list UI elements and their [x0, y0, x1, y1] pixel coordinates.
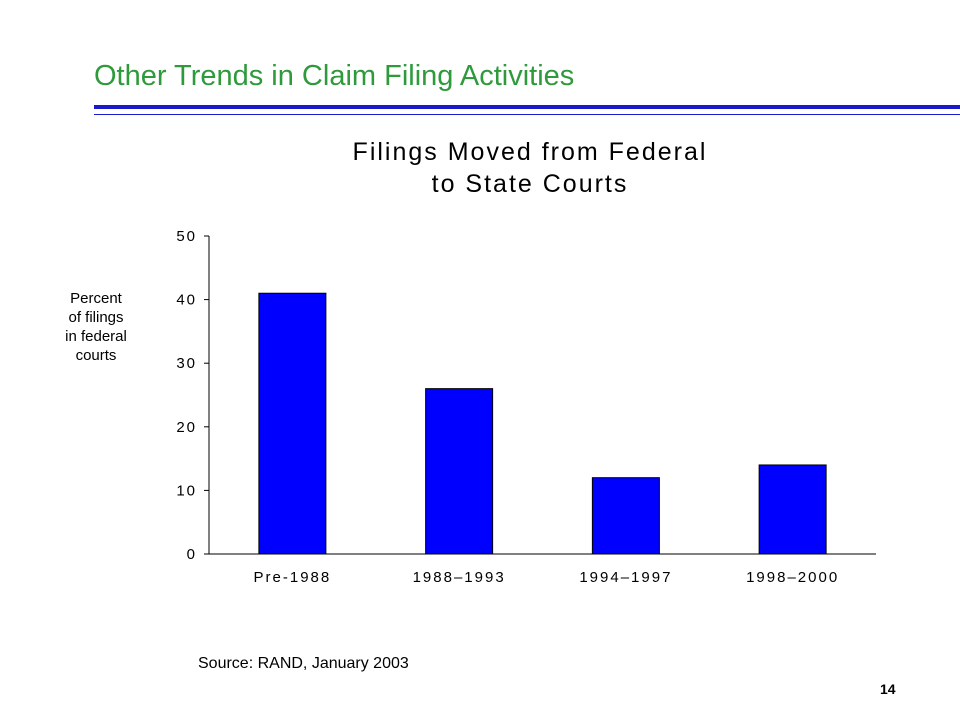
y-tick-label: 40	[176, 292, 197, 309]
title-rule-thin	[94, 114, 960, 115]
y-axis-label-line-4: courts	[75, 347, 117, 364]
x-tick-label: 1998–2000	[746, 569, 839, 586]
bar	[591, 477, 660, 555]
y-axis-label-line-2: of filings	[68, 309, 124, 326]
y-tick-label: 30	[176, 355, 197, 372]
bar	[258, 292, 327, 555]
x-tick-label: Pre-1988	[254, 569, 332, 586]
y-tick-label: 0	[187, 546, 197, 563]
x-tick-label: 1994–1997	[579, 569, 672, 586]
bar	[758, 464, 827, 555]
chart-title-line-1: Filings Moved from Federal	[352, 138, 708, 166]
x-tick-label: 1988–1993	[413, 569, 506, 586]
chart-title-line-2: to State Courts	[431, 170, 629, 198]
page-number: 14	[880, 681, 896, 697]
y-axis-label-line-3: in federal	[65, 328, 127, 345]
y-tick-label: 20	[176, 419, 197, 436]
y-axis-label: Percent of filings in federal courts	[46, 289, 146, 365]
y-axis-label-line-1: Percent	[70, 290, 122, 307]
title-rule-thick	[94, 105, 960, 109]
slide-title: Other Trends in Claim Filing Activities	[94, 60, 575, 92]
y-tick-label: 10	[176, 482, 197, 499]
y-tick-label: 50	[176, 228, 197, 245]
source-note: Source: RAND, January 2003	[198, 655, 409, 672]
bar	[425, 388, 494, 555]
chart-title: Filings Moved from Federal to State Cour…	[220, 136, 840, 200]
